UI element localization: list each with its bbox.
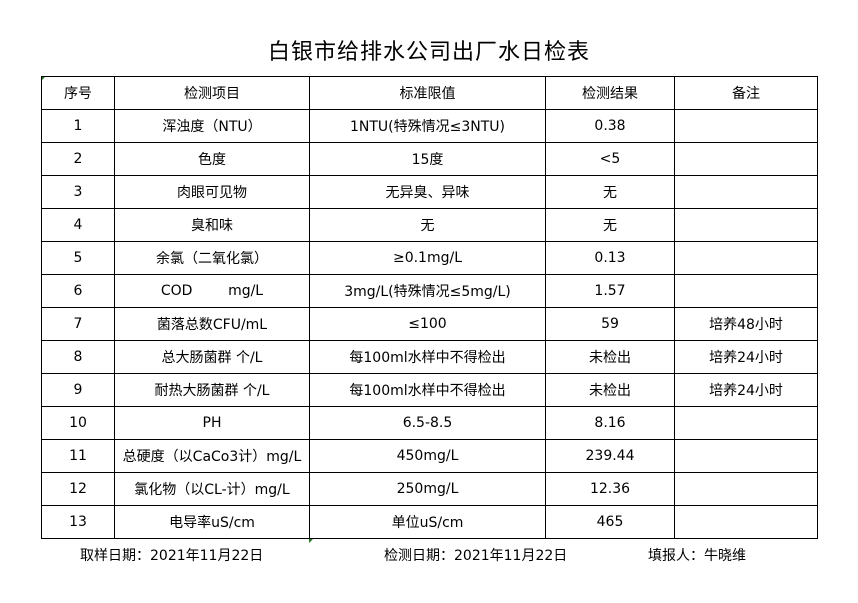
cell-item: 总大肠菌群 个/L xyxy=(114,340,310,374)
table-row: 8 总大肠菌群 个/L 每100ml水样中不得检出 未检出 培养24小时 xyxy=(41,340,818,374)
cell-item: 肉眼可见物 xyxy=(114,175,310,209)
table-row: 7 菌落总数CFU/mL ≤100 59 培养48小时 xyxy=(41,307,818,341)
cell-result: 未检出 xyxy=(545,340,675,374)
cell-remark xyxy=(674,241,818,275)
cell-item: 色度 xyxy=(114,142,310,176)
cell-standard: 3mg/L(特殊情况≤5mg/L) xyxy=(309,274,546,308)
cell-remark: 培养24小时 xyxy=(674,340,818,374)
table-row: 3 肉眼可见物 无异臭、异味无 xyxy=(41,175,818,209)
cell-index: 5 xyxy=(41,241,115,275)
cell-standard: 无异臭、异味 xyxy=(309,175,546,209)
cell-index: 12 xyxy=(41,472,115,506)
header-result: 检测结果 xyxy=(545,76,675,110)
table-row: 1 浑浊度（NTU） 1NTU(特殊情况≤3NTU) 0.38 xyxy=(41,109,818,143)
table-row: 11 总硬度（以CaCo3计）mg/L 450mg/L 239.44 xyxy=(41,439,818,473)
cell-result: 239.44 xyxy=(545,439,675,473)
cell-item: 耐热大肠菌群 个/L xyxy=(114,373,310,407)
cell-standard: 每100ml水样中不得检出 xyxy=(309,373,546,407)
table-row: 2 色度 15度 <5 xyxy=(41,142,818,176)
cell-result: 未检出 xyxy=(545,373,675,407)
table-row: 9 耐热大肠菌群 个/L 每100ml水样中不得检出 未检出 培养24小时 xyxy=(41,373,818,407)
cell-item: 氯化物（以CL-计）mg/L xyxy=(114,472,310,506)
cell-result: 无 xyxy=(545,208,675,242)
cell-remark xyxy=(674,274,818,308)
cell-remark xyxy=(674,175,818,209)
cell-standard: 无 xyxy=(309,208,546,242)
cell-index: 3 xyxy=(41,175,115,209)
cell-standard: 15度 xyxy=(309,142,546,176)
cell-index: 10 xyxy=(41,406,115,440)
header-standard: 标准限值 xyxy=(309,76,546,110)
table-header-row: 序号 检测项目 标准限值 检测结果 备注 xyxy=(41,76,818,110)
cell-standard: 450mg/L xyxy=(309,439,546,473)
header-index: 序号 xyxy=(41,76,115,110)
cell-remark xyxy=(674,505,818,539)
cell-result: 0.13 xyxy=(545,241,675,275)
table-row: 6 COD mg/L 3mg/L(特殊情况≤5mg/L) 1.57 xyxy=(41,274,818,308)
cell-standard: ≥0.1mg/L xyxy=(309,241,546,275)
cell-result: 12.36 xyxy=(545,472,675,506)
cell-remark: 培养48小时 xyxy=(674,307,818,341)
header-remark: 备注 xyxy=(674,76,818,110)
cell-standard: 250mg/L xyxy=(309,472,546,506)
cell-remark xyxy=(674,142,818,176)
cell-standard: 1NTU(特殊情况≤3NTU) xyxy=(309,109,546,143)
cell-marker xyxy=(309,538,314,543)
cell-index: 13 xyxy=(41,505,115,539)
cell-index: 4 xyxy=(41,208,115,242)
inspection-table: 序号 检测项目 标准限值 检测结果 备注 1 浑浊度（NTU） 1NTU(特殊情况≤… xyxy=(41,76,818,539)
cell-remark xyxy=(674,439,818,473)
cell-standard: ≤100 xyxy=(309,307,546,341)
cell-index: 11 xyxy=(41,439,115,473)
cell-remark xyxy=(674,472,818,506)
cell-index: 9 xyxy=(41,373,115,407)
test-date: 检测日期：2021年11月22日 xyxy=(384,548,568,564)
cell-item: COD mg/L xyxy=(114,274,310,308)
cell-item: 浑浊度（NTU） xyxy=(114,109,310,143)
cell-item: PH xyxy=(114,406,310,440)
table-row: 10 PH 6.5-8.5 8.16 xyxy=(41,406,818,440)
cell-index: 8 xyxy=(41,340,115,374)
cell-index: 7 xyxy=(41,307,115,341)
table-row: 12 氯化物（以CL-计）mg/L 250mg/L 12.36 xyxy=(41,472,818,506)
cell-result: 1.57 xyxy=(545,274,675,308)
header-item: 检测项目 xyxy=(114,76,310,110)
cell-result: 59 xyxy=(545,307,675,341)
cell-item: 余氯（二氧化氯） xyxy=(114,241,310,275)
cell-index: 1 xyxy=(41,109,115,143)
page-title: 白银市给排水公司出厂水日检表 xyxy=(267,40,590,65)
cell-standard: 6.5-8.5 xyxy=(309,406,546,440)
cell-result: 无 xyxy=(545,175,675,209)
cell-result: 465 xyxy=(545,505,675,539)
cell-remark xyxy=(674,406,818,440)
sample-date: 取样日期：2021年11月22日 xyxy=(80,548,264,564)
cell-result: 8.16 xyxy=(545,406,675,440)
table-row: 4 臭和味无无 xyxy=(41,208,818,242)
cell-remark xyxy=(674,208,818,242)
cell-index: 6 xyxy=(41,274,115,308)
cell-remark xyxy=(674,109,818,143)
cell-standard: 每100ml水样中不得检出 xyxy=(309,340,546,374)
cell-remark: 培养24小时 xyxy=(674,373,818,407)
cell-index: 2 xyxy=(41,142,115,176)
table-row: 13 电导率uS/cm 单位uS/cm 465 xyxy=(41,505,818,539)
table-row: 5 余氯（二氧化氯） ≥0.1mg/L 0.13 xyxy=(41,241,818,275)
cell-result: <5 xyxy=(545,142,675,176)
cell-result: 0.38 xyxy=(545,109,675,143)
cell-item: 菌落总数CFU/mL xyxy=(114,307,310,341)
cell-item: 总硬度（以CaCo3计）mg/L xyxy=(114,439,310,473)
cell-item: 电导率uS/cm xyxy=(114,505,310,539)
reporter: 填报人：牛晓维 xyxy=(648,548,746,564)
cell-standard: 单位uS/cm xyxy=(309,505,546,539)
cell-item: 臭和味 xyxy=(114,208,310,242)
